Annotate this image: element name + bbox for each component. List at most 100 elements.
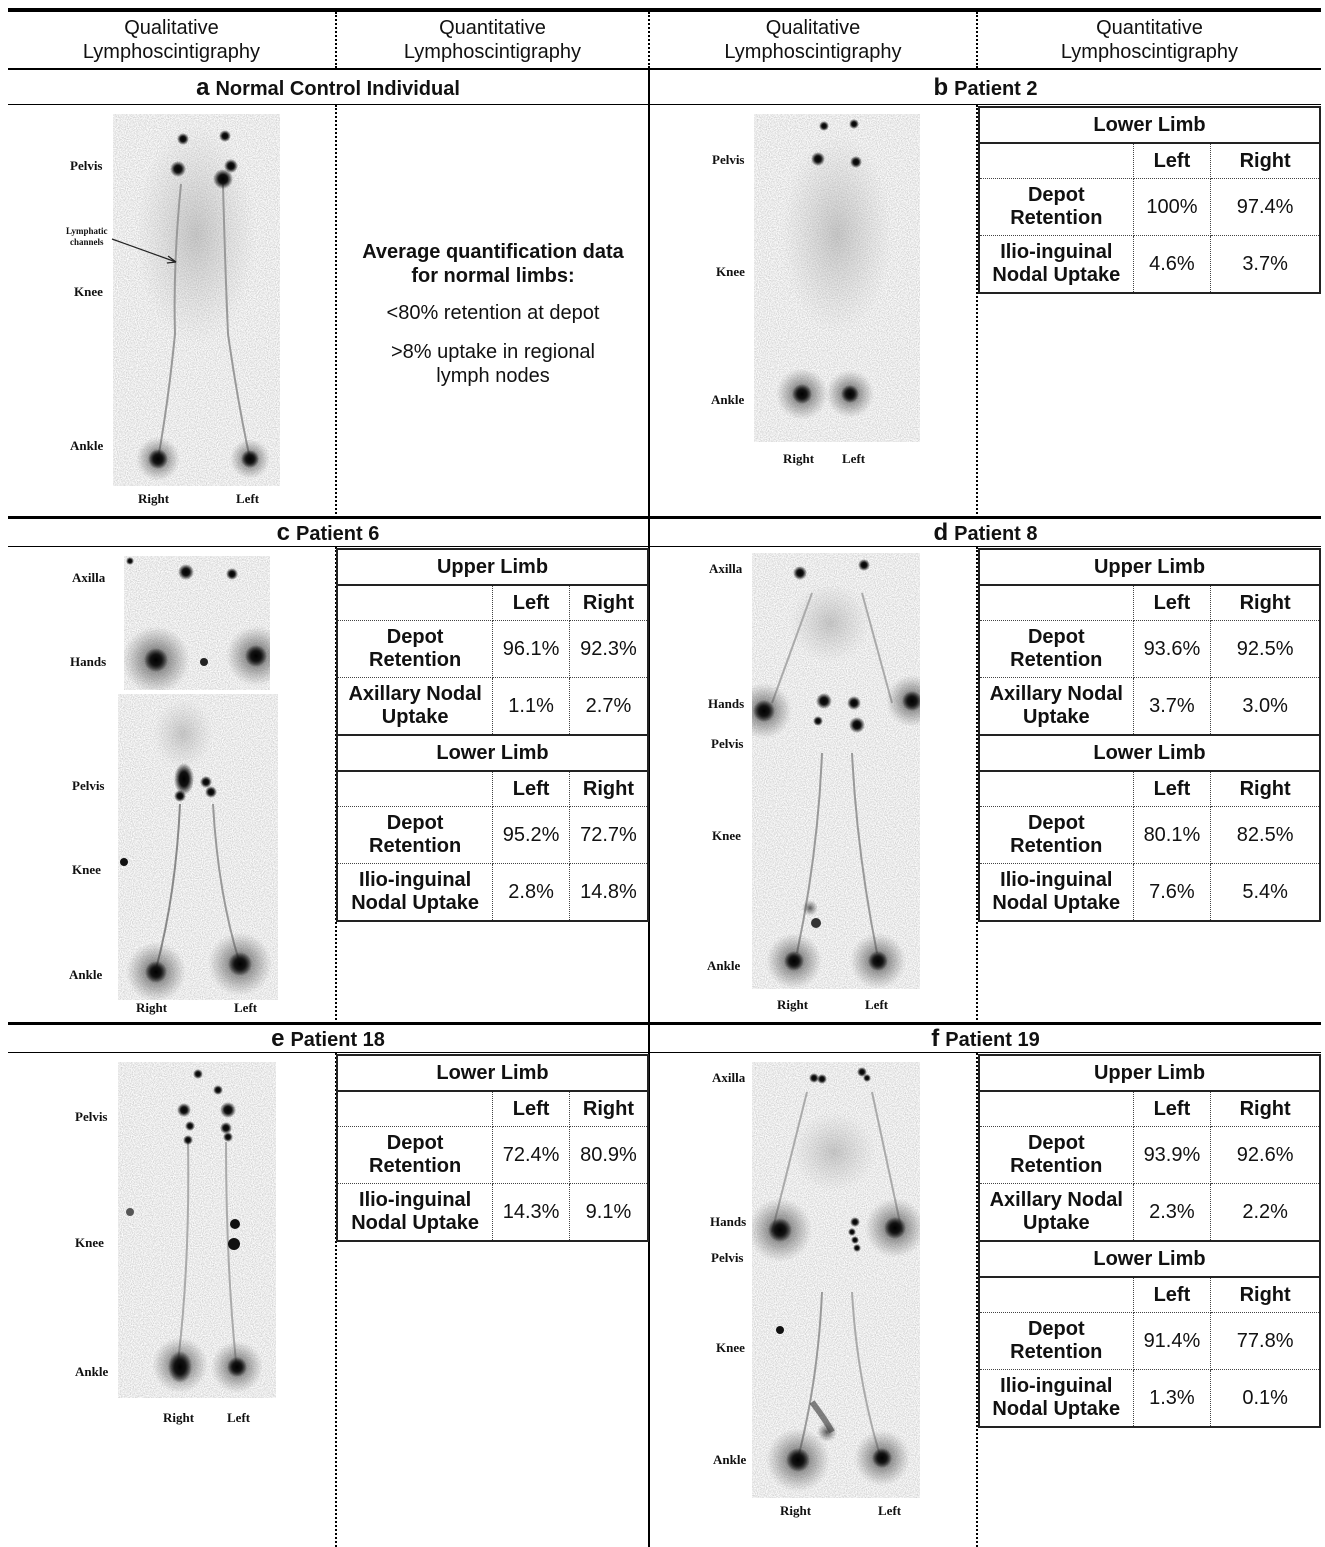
panel-c-lower-title: Lower Limb	[337, 734, 648, 772]
panel-d-upper-depot-label-2: Retention	[1010, 649, 1103, 671]
panel-c-upper-depot-left: 96.1%	[492, 620, 570, 678]
panel-d-label-hands: Hands	[708, 696, 745, 711]
panel-d-label-pelvis: Pelvis	[711, 736, 744, 751]
panel-f-lower-title: Lower Limb	[979, 1240, 1320, 1278]
panel-f-lower-nodal-label: Ilio-inguinal Nodal Uptake	[979, 1369, 1134, 1428]
panel-f-lower-depot-label: Depot Retention	[979, 1312, 1134, 1370]
column-header-2: Quantitative Lymphoscintigraphy	[337, 16, 648, 68]
panel-f-upper-nodal-right: 2.2%	[1210, 1183, 1320, 1242]
panel-b-lower-limb-table: Lower Limb Left Right Depot Retention 100% 9…	[978, 106, 1321, 294]
panel-c-label-axilla: Axilla	[72, 570, 106, 585]
panel-d-scan-svg	[752, 553, 920, 989]
panel-d-upper-depot-left: 93.6%	[1133, 620, 1212, 678]
panel-c-upper-nodal-left: 1.1%	[492, 677, 570, 736]
panel-b-title: b Patient 2	[650, 73, 1321, 103]
panel-e-depot-label: Depot Retention	[337, 1126, 494, 1184]
panel-c-upper-right-header: Right	[569, 585, 648, 621]
column-header-4-line2: Lymphoscintigraphy	[1060, 41, 1239, 63]
header-rule	[8, 68, 1321, 70]
header-divider-3	[976, 12, 978, 68]
panel-d-upper-title: Upper Limb	[979, 549, 1320, 586]
panel-f-lower-depot-label-1: Depot	[1027, 1318, 1085, 1340]
panel-c-label-knee: Knee	[72, 862, 101, 877]
row-c-divider-right	[976, 547, 978, 1024]
panel-a-label-ankle: Ankle	[70, 438, 104, 453]
panel-d-lower-left-header: Left	[1133, 771, 1212, 807]
panel-e-depot-label-2: Retention	[369, 1155, 462, 1177]
panel-d-lower-blank	[979, 771, 1134, 807]
panel-e-nodal-label-2: Nodal Uptake	[351, 1212, 480, 1234]
panel-d-name: Patient 8	[954, 523, 1038, 545]
column-header-1-line2: Lymphoscintigraphy	[82, 41, 261, 63]
row-e-top-rule	[8, 1022, 1321, 1025]
panel-d-upper-left-header: Left	[1133, 585, 1212, 621]
panel-d-lower-nodal-label: Ilio-inguinal Nodal Uptake	[979, 863, 1134, 922]
panel-e-depot-right: 80.9%	[569, 1126, 648, 1184]
panel-e-lower-limb-table: Lower Limb Left Right Depot Retention 72.4%…	[336, 1054, 649, 1242]
panel-b-lower-left-header: Left	[1133, 143, 1212, 179]
panel-e-label-left: Left	[227, 1410, 251, 1425]
panel-f-upper-blank	[979, 1091, 1134, 1127]
panel-d-lower-right-header: Right	[1210, 771, 1320, 807]
panel-c-scan-lower-image	[118, 694, 278, 1000]
panel-b-name: Patient 2	[954, 78, 1038, 100]
panel-a-letter: a	[196, 74, 210, 101]
row-a-divider-left	[335, 105, 337, 518]
panel-f-name: Patient 19	[945, 1029, 1040, 1051]
panel-f-label-ankle: Ankle	[713, 1452, 747, 1467]
panel-f-lower-right-header: Right	[1210, 1277, 1320, 1313]
panel-f-label-hands: Hands	[710, 1214, 747, 1229]
panel-b-lower-right-header: Right	[1210, 143, 1320, 179]
panel-c-lower-blank	[337, 771, 494, 807]
panel-f-label-left: Left	[878, 1503, 902, 1518]
panel-b-depot-label: Depot Retention	[979, 178, 1134, 236]
panel-e-scan-image	[118, 1062, 276, 1398]
panel-f-label-knee: Knee	[716, 1340, 745, 1355]
panel-c-lower-depot-left: 95.2%	[492, 806, 570, 864]
panel-e-label-right: Right	[163, 1410, 195, 1425]
panel-d-upper-nodal-left: 3.7%	[1133, 677, 1212, 736]
panel-c-scan-upper-svg	[124, 556, 270, 690]
panel-f-upper-nodal-label-2: Uptake	[1022, 1212, 1090, 1234]
panel-d-label-ankle: Ankle	[707, 958, 741, 973]
panel-a-label-knee: Knee	[74, 284, 103, 299]
row-a-title-rule	[8, 104, 1321, 105]
panel-d-lower-depot-left: 80.1%	[1133, 806, 1212, 864]
panel-c-scan-upper-image	[124, 556, 270, 690]
panel-c-lower-nodal-left: 2.8%	[492, 863, 570, 922]
panel-c-upper-blank	[337, 585, 494, 621]
column-header-1: Qualitative Lymphoscintigraphy	[8, 16, 335, 68]
panel-d-upper-blank	[979, 585, 1134, 621]
panel-b-lower-title: Lower Limb	[979, 107, 1320, 144]
panel-f-upper-right-header: Right	[1210, 1091, 1320, 1127]
panel-b-label-ankle: Ankle	[711, 392, 745, 407]
row-a-center-divider	[648, 70, 650, 518]
panel-d-upper-nodal-label-1: Axillary Nodal	[989, 683, 1123, 705]
panel-b-label-left: Left	[842, 451, 866, 466]
panel-f-upper-title: Upper Limb	[979, 1055, 1320, 1092]
panel-c-upper-nodal-label: Axillary Nodal Uptake	[337, 677, 494, 736]
panel-a-label-channels-2: channels	[70, 237, 104, 247]
column-header-3: Qualitative Lymphoscintigraphy	[650, 16, 976, 68]
column-header-1-line1: Qualitative	[124, 17, 219, 39]
panel-b-scan-image	[754, 114, 920, 442]
panel-b-depot-left: 100%	[1133, 178, 1212, 236]
panel-b-label-right: Right	[783, 451, 815, 466]
panel-f-scan-svg	[752, 1062, 920, 1498]
row-e-center-divider	[648, 1025, 650, 1547]
panel-a-scan-svg	[113, 114, 280, 486]
panel-c-scan-lower-svg	[118, 694, 278, 1000]
column-header-4: Quantitative Lymphoscintigraphy	[978, 16, 1321, 68]
panel-c-upper-depot-right: 92.3%	[569, 620, 648, 678]
panel-c-title: c Patient 6	[8, 518, 648, 548]
panel-f-lower-left-header: Left	[1133, 1277, 1212, 1313]
panel-d-label-right: Right	[777, 997, 809, 1012]
panel-c-lower-nodal-label-1: Ilio-inguinal	[359, 869, 472, 891]
panel-c-label-hands: Hands	[70, 654, 107, 669]
normal-uptake-text: >8% uptake in regional lymph nodes	[338, 340, 648, 388]
panel-d-lower-title: Lower Limb	[979, 734, 1320, 772]
panel-d-upper-depot-label: Depot Retention	[979, 620, 1134, 678]
panel-d-letter: d	[933, 519, 949, 546]
panel-c-upper-nodal-label-2: Uptake	[381, 706, 449, 728]
panel-b-depot-label-2: Retention	[1010, 207, 1103, 229]
